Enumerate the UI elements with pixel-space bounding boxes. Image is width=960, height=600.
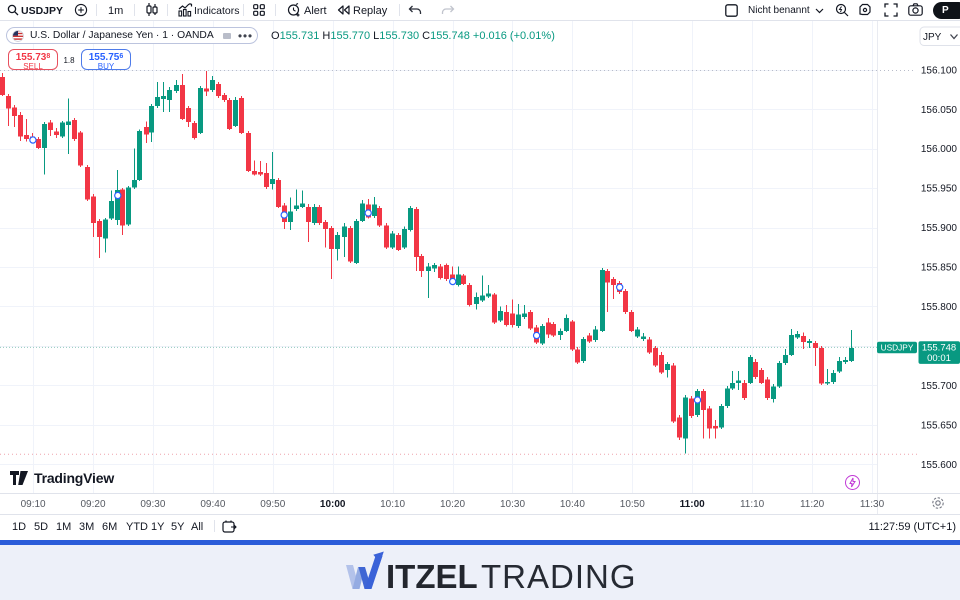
svg-text:09:10: 09:10 [21,499,46,510]
svg-text:ITZEL: ITZEL [386,558,478,593]
svg-text:155.748: 155.748 [922,343,956,354]
svg-text:09:20: 09:20 [80,499,105,510]
svg-text:09:50: 09:50 [260,499,285,510]
svg-text:155.850: 155.850 [921,263,958,274]
svg-text:11:20: 11:20 [800,499,825,510]
svg-text:JPY: JPY [923,32,942,43]
svg-text:10:30: 10:30 [500,499,525,510]
svg-text:USDJPY: USDJPY [881,343,914,353]
svg-text:156.000: 156.000 [921,144,958,155]
svg-text:156.050: 156.050 [921,105,958,116]
svg-text:155.650: 155.650 [921,420,958,431]
svg-text:10:10: 10:10 [380,499,405,510]
svg-text:155.700: 155.700 [921,381,958,392]
svg-text:156.100: 156.100 [921,65,958,76]
svg-text:155.800: 155.800 [921,302,958,313]
svg-text:11:00: 11:00 [680,499,705,510]
svg-text:11:30: 11:30 [860,499,885,510]
svg-text:10:40: 10:40 [560,499,585,510]
svg-text:10:00: 10:00 [320,499,346,510]
svg-text:10:20: 10:20 [440,499,465,510]
svg-text:00:01: 00:01 [927,353,951,364]
svg-text:09:30: 09:30 [140,499,165,510]
svg-text:155.900: 155.900 [921,223,958,234]
svg-text:155.600: 155.600 [921,460,958,471]
svg-text:TRADING: TRADING [481,558,637,593]
svg-text:155.950: 155.950 [921,184,958,195]
svg-text:09:40: 09:40 [200,499,225,510]
svg-text:11:10: 11:10 [740,499,765,510]
svg-text:10:50: 10:50 [620,499,645,510]
